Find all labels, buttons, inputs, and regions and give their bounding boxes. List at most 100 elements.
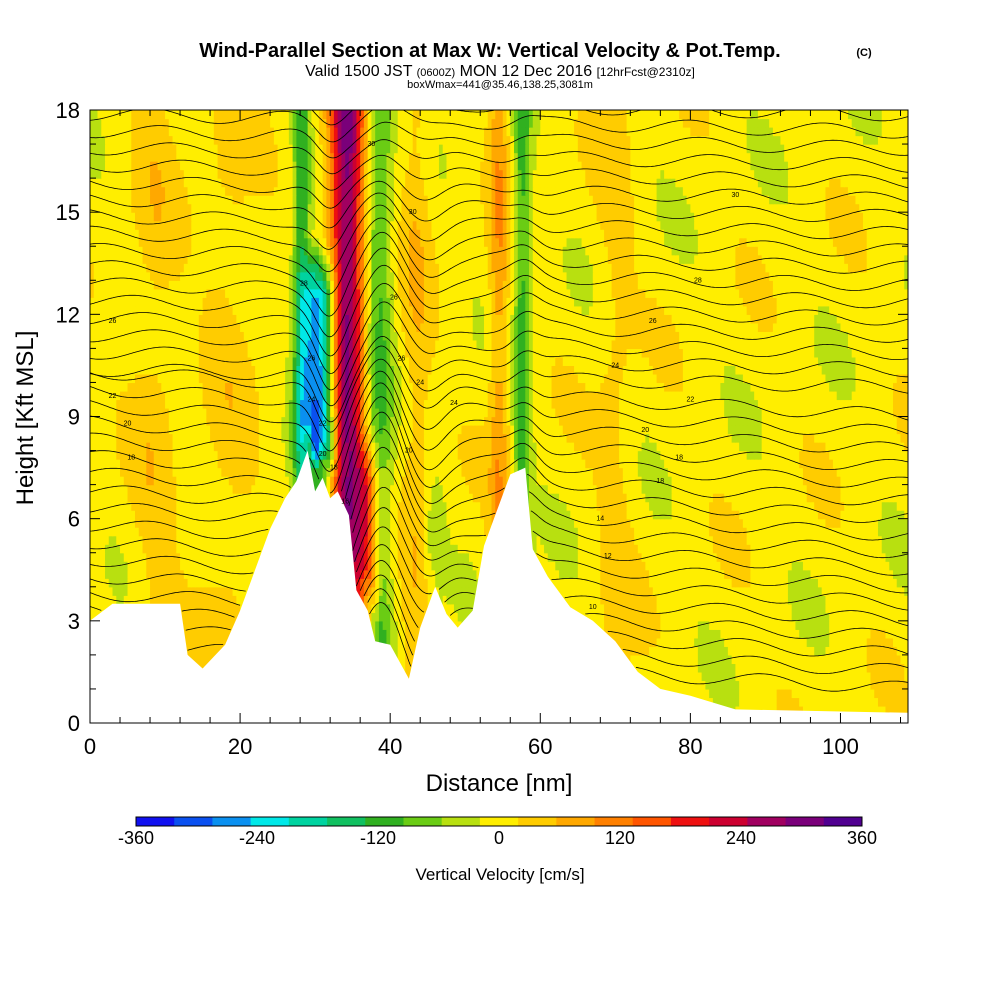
velocity-cell	[709, 612, 714, 622]
velocity-cell	[802, 663, 808, 673]
velocity-cell	[123, 586, 129, 596]
velocity-cell	[664, 535, 669, 545]
velocity-cell	[817, 586, 823, 596]
velocity-cell	[716, 697, 721, 707]
velocity-cell	[165, 586, 170, 596]
velocity-cell	[634, 654, 639, 664]
velocity-cell	[416, 586, 421, 596]
velocity-cell	[198, 620, 204, 630]
velocity-cell	[701, 544, 706, 554]
velocity-cell	[401, 595, 406, 605]
velocity-cell	[765, 561, 770, 571]
velocity-cell	[904, 646, 908, 656]
velocity-cell	[90, 603, 95, 613]
velocity-cell	[772, 569, 778, 579]
velocity-cell	[716, 535, 721, 545]
velocity-cell	[817, 671, 823, 682]
velocity-cell	[686, 527, 691, 537]
velocity-cell	[667, 612, 673, 622]
velocity-cell	[742, 561, 748, 571]
velocity-cell	[90, 586, 95, 596]
velocity-cell	[847, 671, 853, 682]
velocity-cell	[784, 578, 789, 588]
velocity-cell	[735, 578, 740, 588]
velocity-cell	[660, 527, 665, 537]
velocity-cell	[93, 586, 99, 596]
velocity-cell	[581, 595, 586, 605]
velocity-cell	[555, 544, 560, 554]
velocity-cell	[885, 629, 890, 639]
velocity-cell	[202, 637, 207, 647]
velocity-cell	[862, 578, 868, 588]
velocity-cell	[547, 535, 553, 545]
velocity-cell	[772, 603, 778, 613]
velocity-cell	[472, 527, 478, 537]
velocity-cell	[135, 561, 140, 571]
velocity-cell	[656, 569, 661, 579]
velocity-cell	[825, 578, 830, 588]
velocity-cell	[870, 646, 875, 656]
velocity-cell	[206, 586, 211, 596]
velocity-cell	[720, 620, 725, 630]
velocity-cell	[735, 654, 740, 664]
velocity-cell	[240, 561, 245, 571]
velocity-cell	[870, 637, 875, 647]
velocity-cell	[799, 603, 804, 613]
velocity-cell	[810, 620, 815, 630]
velocity-cell	[881, 544, 887, 554]
velocity-cell	[709, 663, 714, 673]
velocity-cell	[592, 586, 598, 596]
velocity-cell	[851, 646, 857, 656]
velocity-cell	[431, 535, 436, 545]
velocity-cell	[814, 671, 819, 682]
velocity-cell	[802, 578, 808, 588]
velocity-cell	[397, 646, 403, 656]
velocity-cell	[806, 578, 812, 588]
velocity-cell	[825, 603, 830, 613]
velocity-cell	[757, 688, 763, 699]
velocity-cell	[892, 680, 898, 690]
velocity-cell	[885, 603, 890, 613]
velocity-cell	[754, 544, 759, 554]
velocity-cell	[615, 586, 620, 596]
velocity-cell	[431, 561, 436, 571]
velocity-cell	[754, 612, 759, 622]
velocity-cell	[896, 629, 902, 639]
velocity-cell	[772, 527, 778, 537]
velocity-cell	[829, 552, 834, 562]
velocity-cell	[791, 688, 797, 699]
velocity-cell	[746, 561, 751, 571]
velocity-cell	[581, 535, 586, 545]
velocity-cell	[150, 552, 155, 562]
velocity-cell	[709, 586, 714, 596]
velocity-cell	[228, 552, 234, 562]
velocity-cell	[176, 578, 181, 588]
velocity-cell	[686, 637, 691, 647]
velocity-cell	[795, 629, 800, 639]
velocity-cell	[675, 569, 680, 579]
velocity-cell	[679, 612, 684, 622]
velocity-cell	[412, 637, 418, 647]
velocity-cell	[450, 535, 455, 545]
velocity-cell	[371, 629, 376, 639]
velocity-cell	[690, 552, 695, 562]
velocity-cell	[821, 552, 827, 562]
velocity-cell	[664, 646, 669, 656]
velocity-cell	[600, 527, 605, 537]
velocity-cell	[607, 595, 613, 605]
velocity-cell	[754, 680, 759, 690]
velocity-cell	[795, 552, 800, 562]
velocity-cell	[817, 688, 823, 699]
velocity-cell	[206, 629, 211, 639]
velocity-cell	[697, 569, 703, 579]
velocity-cell	[825, 561, 830, 571]
velocity-cell	[716, 663, 721, 673]
velocity-cell	[210, 578, 215, 588]
velocity-cell	[667, 595, 673, 605]
velocity-cell	[776, 629, 782, 639]
velocity-cell	[202, 544, 207, 554]
velocity-cell	[446, 595, 451, 605]
velocity-cell	[382, 527, 388, 537]
velocity-cell	[817, 561, 823, 571]
velocity-cell	[847, 544, 853, 554]
